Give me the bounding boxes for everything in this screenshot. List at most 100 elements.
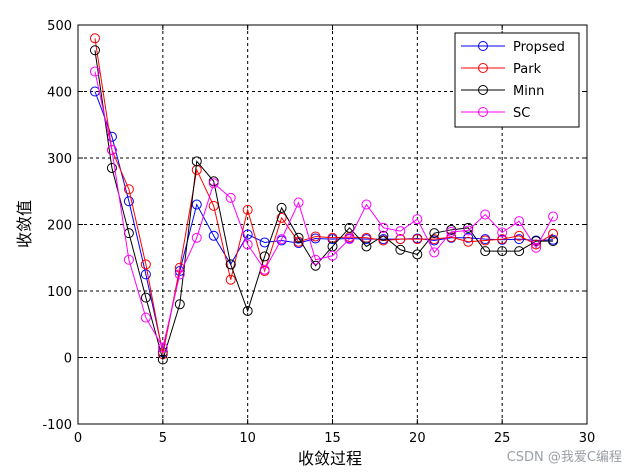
data-point <box>276 234 287 245</box>
data-point <box>310 260 321 271</box>
data-point <box>548 228 559 239</box>
data-point <box>531 239 542 250</box>
data-point <box>225 259 236 270</box>
data-point <box>514 216 525 227</box>
data-point <box>208 200 219 211</box>
data-point <box>293 197 304 208</box>
data-point <box>140 312 151 323</box>
x-tick-label: 20 <box>409 431 426 446</box>
data-point <box>497 234 508 245</box>
data-point <box>395 234 406 245</box>
legend-box <box>454 32 580 128</box>
legend-label: Minn <box>513 84 544 99</box>
x-tick-label: 25 <box>494 431 511 446</box>
y-axis-ticks: -100 0 100 200 300 400 500 <box>42 19 587 433</box>
data-point <box>412 249 423 260</box>
data-point <box>480 235 491 246</box>
data-point <box>497 227 508 238</box>
data-point <box>310 231 321 242</box>
data-point <box>140 292 151 303</box>
data-point <box>395 244 406 255</box>
data-point <box>191 199 202 210</box>
x-axis-ticks: 0 5 10 15 20 25 30 <box>74 25 595 446</box>
x-axis-label: 收敛过程 <box>298 449 362 468</box>
data-point <box>259 264 270 275</box>
legend-label: Park <box>513 62 542 77</box>
data-point <box>429 228 440 239</box>
legend: Propsed Park Minn SC <box>454 32 580 128</box>
data-point <box>123 196 134 207</box>
legend-swatch-marker <box>478 85 488 95</box>
data-point <box>208 178 219 189</box>
data-point <box>276 212 287 223</box>
y-tick-label: -100 <box>42 418 72 433</box>
legend-swatch-marker <box>478 41 488 51</box>
data-point <box>514 230 525 241</box>
data-point <box>191 232 202 243</box>
data-point <box>463 225 474 236</box>
data-point <box>429 247 440 258</box>
legend-swatch-marker <box>478 63 488 73</box>
legend-item: Propsed <box>461 40 565 55</box>
series-line <box>94 91 554 353</box>
legend-item: Minn <box>461 84 544 99</box>
data-point <box>395 226 406 237</box>
data-point <box>174 269 185 280</box>
data-point <box>480 209 491 220</box>
data-point <box>140 259 151 270</box>
data-point <box>225 192 236 203</box>
data-point <box>89 66 100 77</box>
legend-swatch-marker <box>478 107 488 117</box>
y-tick-label: 100 <box>47 285 72 300</box>
data-point <box>463 232 474 243</box>
data-point <box>480 246 491 257</box>
data-point <box>293 232 304 243</box>
data-point <box>463 222 474 233</box>
series-minn <box>89 45 559 365</box>
data-point <box>531 242 542 253</box>
series-sc <box>89 66 559 353</box>
data-point <box>174 299 185 310</box>
watermark-text: CSDN @我爱C编程 <box>507 450 622 465</box>
data-point <box>463 236 474 247</box>
data-point <box>123 254 134 265</box>
x-tick-label: 10 <box>239 431 256 446</box>
y-tick-label: 200 <box>47 219 72 234</box>
data-point <box>344 222 355 233</box>
data-point <box>548 211 559 222</box>
data-point <box>242 229 253 240</box>
data-point <box>378 230 389 241</box>
legend-label: SC <box>513 106 530 121</box>
data-point <box>106 145 117 156</box>
data-point <box>548 236 559 247</box>
data-point <box>242 239 253 250</box>
data-point <box>157 342 168 353</box>
data-point <box>140 269 151 280</box>
legend-item: Park <box>461 62 542 77</box>
x-tick-label: 15 <box>324 431 341 446</box>
data-point <box>225 274 236 285</box>
series-line <box>94 50 554 362</box>
data-point <box>514 234 525 245</box>
y-tick-label: 300 <box>47 152 72 167</box>
series-layer <box>89 33 559 365</box>
y-tick-label: 400 <box>47 86 72 101</box>
data-point <box>106 162 117 173</box>
series-line <box>94 71 554 349</box>
data-point <box>378 222 389 233</box>
data-point <box>123 184 134 195</box>
data-point <box>242 305 253 316</box>
data-point <box>157 354 168 365</box>
data-point <box>327 250 338 261</box>
data-point <box>412 214 423 225</box>
data-point <box>344 234 355 245</box>
data-point <box>497 246 508 257</box>
y-tick-label: 0 <box>64 352 72 367</box>
x-tick-label: 5 <box>159 431 167 446</box>
data-point <box>208 230 219 241</box>
x-tick-label: 30 <box>579 431 596 446</box>
data-point <box>89 33 100 44</box>
data-point <box>242 204 253 215</box>
data-point <box>310 254 321 265</box>
